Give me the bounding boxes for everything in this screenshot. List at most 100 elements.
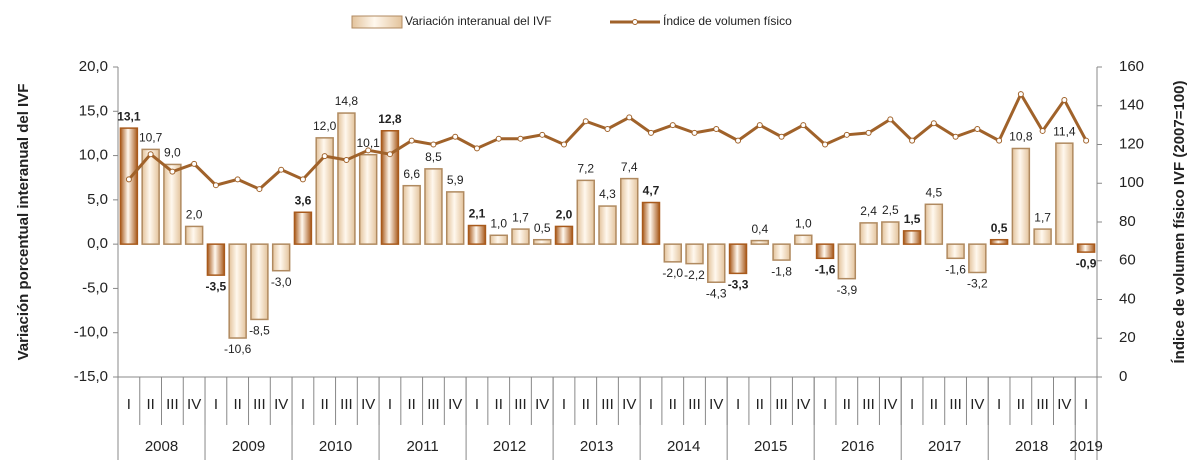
line-marker xyxy=(930,120,937,127)
x-tick-label: II xyxy=(321,396,329,413)
y-tick-label: -5,0 xyxy=(82,279,108,296)
x-tick-label: IV xyxy=(535,396,549,413)
data-label: 4,5 xyxy=(925,185,942,199)
data-label: -4,3 xyxy=(706,286,727,300)
line-marker xyxy=(1017,91,1024,98)
bar xyxy=(989,238,1009,245)
x-tick-label: IV xyxy=(883,396,897,413)
data-label: 12,0 xyxy=(313,119,337,133)
x-tick-label: III xyxy=(253,396,266,413)
data-label: 10,8 xyxy=(1009,130,1033,144)
data-label: -8,5 xyxy=(249,324,270,338)
bar xyxy=(837,243,857,280)
line-marker xyxy=(408,137,415,144)
data-label: 14,8 xyxy=(335,94,359,108)
year-label: 2017 xyxy=(928,438,961,455)
line-marker xyxy=(234,176,241,183)
x-tick-label: I xyxy=(301,396,305,413)
bar xyxy=(772,243,791,261)
x-tick-label: II xyxy=(669,396,677,413)
data-label: 0,5 xyxy=(534,221,551,235)
bar xyxy=(532,238,552,245)
line-marker xyxy=(756,122,763,129)
bar xyxy=(424,168,443,245)
x-tick-label: II xyxy=(930,396,938,413)
line-marker xyxy=(1083,137,1090,144)
x-tick-label: IV xyxy=(187,396,201,413)
line-marker xyxy=(473,145,480,152)
data-label: -1,8 xyxy=(771,264,792,278)
x-tick-label: II xyxy=(408,396,416,413)
x-tick-label: I xyxy=(214,396,218,413)
year-label: 2019 xyxy=(1069,438,1102,455)
y-tick-label: 20,0 xyxy=(79,58,108,75)
x-tick-label: III xyxy=(862,396,875,413)
x-tick-label: III xyxy=(340,396,353,413)
bar xyxy=(445,191,465,245)
y2-axis-title: Índice de volumen físico IVF (2007=100) xyxy=(1171,80,1188,363)
y-axis-title: Variación porcentual interanual del IVF xyxy=(15,84,32,361)
bar xyxy=(467,224,487,245)
year-label: 2013 xyxy=(580,438,613,455)
x-tick-label: I xyxy=(562,396,566,413)
bar xyxy=(271,243,291,272)
x-tick-label: IV xyxy=(448,396,462,413)
x-tick-label: II xyxy=(843,396,851,413)
x-tick-label: III xyxy=(166,396,179,413)
x-tick-label: I xyxy=(388,396,392,413)
data-label: 1,0 xyxy=(490,216,507,230)
bar xyxy=(250,243,269,321)
line-marker xyxy=(778,133,785,140)
x-tick-label: I xyxy=(823,396,827,413)
data-label: 4,7 xyxy=(643,184,660,198)
y2-tick-label: 40 xyxy=(1119,290,1136,307)
data-label: -3,2 xyxy=(967,277,988,291)
line-marker xyxy=(952,133,959,140)
line-marker xyxy=(452,133,459,140)
bar xyxy=(489,234,508,245)
line-marker xyxy=(321,153,328,160)
line-marker xyxy=(669,122,676,129)
x-tick-label: I xyxy=(910,396,914,413)
bar xyxy=(663,243,683,263)
line-marker xyxy=(648,129,655,136)
bar xyxy=(315,137,334,245)
x-tick-label: IV xyxy=(970,396,984,413)
line-marker xyxy=(691,129,698,136)
y2-tick-label: 120 xyxy=(1119,135,1144,152)
data-label: 0,5 xyxy=(991,221,1008,235)
y-tick-label: -10,0 xyxy=(74,324,108,341)
line-marker xyxy=(843,131,850,138)
bar xyxy=(119,127,139,245)
data-label: -2,0 xyxy=(662,266,683,280)
bar xyxy=(968,243,987,274)
line-marker xyxy=(1061,96,1068,103)
bar xyxy=(380,130,400,245)
bar xyxy=(228,243,247,339)
x-tick-label: II xyxy=(1017,396,1025,413)
x-tick-label: III xyxy=(1036,396,1049,413)
x-tick-label: II xyxy=(582,396,590,413)
data-label: -1,6 xyxy=(815,262,836,276)
y2-tick-label: 20 xyxy=(1119,329,1136,346)
y-tick-label: 0,0 xyxy=(87,235,108,252)
x-tick-label: II xyxy=(233,396,241,413)
data-label: -3,3 xyxy=(728,278,749,292)
data-label: 1,7 xyxy=(512,210,529,224)
bar xyxy=(641,201,661,245)
x-tick-label: IV xyxy=(709,396,723,413)
line-marker xyxy=(560,141,567,148)
bar xyxy=(358,153,378,245)
bar xyxy=(728,243,748,275)
line-marker xyxy=(343,157,350,163)
line-marker xyxy=(1039,127,1046,134)
line-marker xyxy=(212,182,219,189)
year-label: 2009 xyxy=(232,438,265,455)
data-label: 7,4 xyxy=(621,160,638,174)
year-label: 2018 xyxy=(1015,438,1048,455)
bar xyxy=(293,211,313,245)
bar xyxy=(184,225,204,245)
x-tick-label: III xyxy=(949,396,962,413)
bar xyxy=(1076,243,1096,253)
